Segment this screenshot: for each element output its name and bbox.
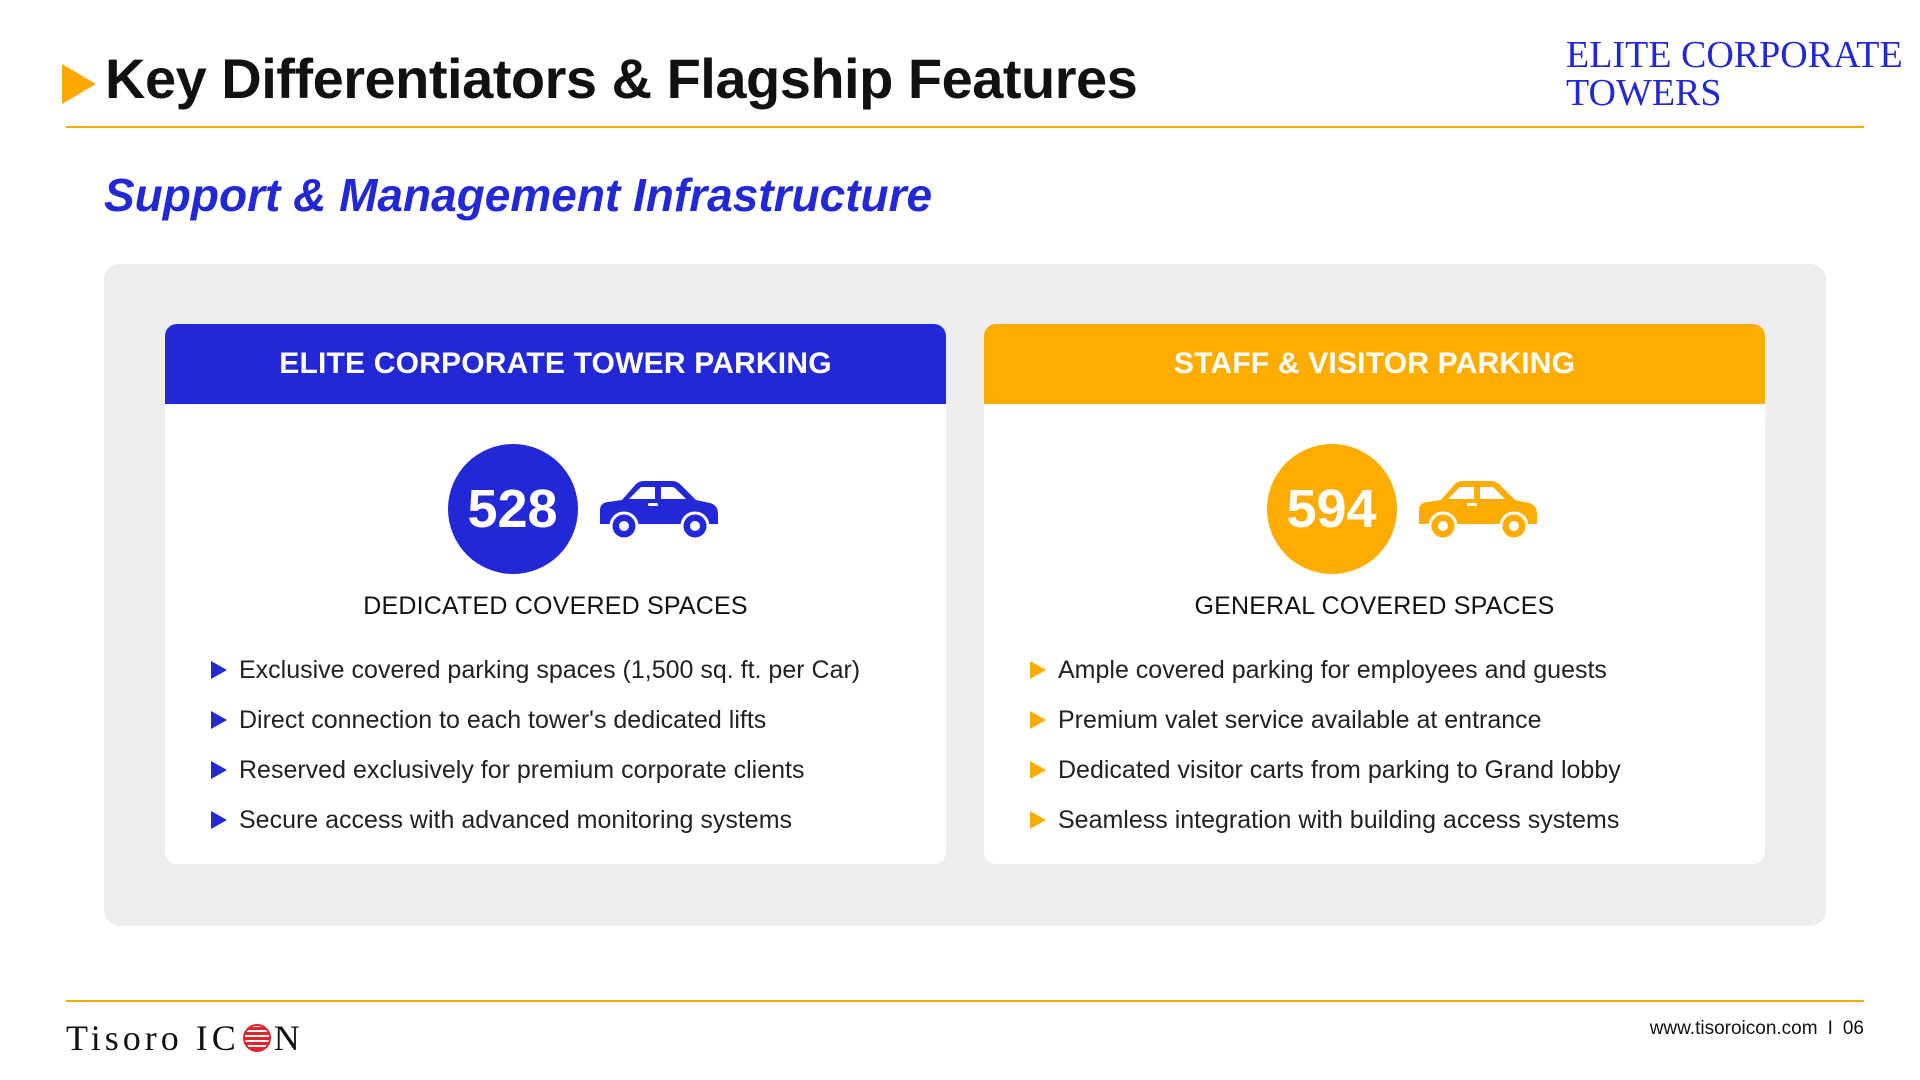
footer-logo: Tisoro IC N xyxy=(66,1016,304,1060)
triangle-bullet-icon xyxy=(1030,661,1046,679)
footer-divider xyxy=(66,1000,1864,1002)
list-item: Dedicated visitor carts from parking to … xyxy=(1030,745,1765,795)
triangle-bullet-icon xyxy=(1030,761,1046,779)
page-title: Key Differentiators & Flagship Features xyxy=(105,47,1138,110)
car-icon xyxy=(599,481,718,541)
parking-card-elite: ELITE CORPORATE TOWER PARKING 528 DEDICA… xyxy=(165,324,946,864)
list-item: Secure access with advanced monitoring s… xyxy=(211,795,946,845)
stat-label: DEDICATED COVERED SPACES xyxy=(363,592,748,620)
title-arrow-icon xyxy=(62,64,96,104)
feature-list: Exclusive covered parking spaces (1,500 … xyxy=(165,645,946,845)
logo-text-end: N xyxy=(273,1018,304,1058)
list-item: Ample covered parking for employees and … xyxy=(1030,645,1765,695)
card-heading: STAFF & VISITOR PARKING xyxy=(984,324,1765,404)
footer-separator: I xyxy=(1827,1018,1833,1039)
feature-text: Premium valet service available at entra… xyxy=(1058,705,1542,734)
triangle-bullet-icon xyxy=(211,661,227,679)
list-item: Direct connection to each tower's dedica… xyxy=(211,695,946,745)
triangle-bullet-icon xyxy=(211,761,227,779)
stat-row: 528 xyxy=(165,444,946,574)
triangle-bullet-icon xyxy=(211,811,227,829)
stat-row: 594 xyxy=(984,444,1765,574)
triangle-bullet-icon xyxy=(1030,811,1046,829)
brand-line-1: ELITE CORPORATE xyxy=(1566,34,1903,76)
feature-text: Secure access with advanced monitoring s… xyxy=(239,805,793,834)
car-icon xyxy=(1418,481,1537,541)
logo-globe-icon xyxy=(242,1024,271,1052)
feature-text: Seamless integration with building acces… xyxy=(1058,805,1620,834)
feature-list: Ample covered parking for employees and … xyxy=(984,645,1765,845)
feature-text: Exclusive covered parking spaces (1,500 … xyxy=(239,655,861,684)
triangle-bullet-icon xyxy=(211,711,227,729)
website-link[interactable]: www.tisoroicon.com xyxy=(1649,1018,1818,1039)
parking-card-staff-visitor: STAFF & VISITOR PARKING 594 GENERAL COVE… xyxy=(984,324,1765,864)
stat-label: GENERAL COVERED SPACES xyxy=(1194,592,1555,620)
count-badge: 528 xyxy=(447,444,578,574)
feature-text: Reserved exclusively for premium corpora… xyxy=(239,755,805,784)
feature-text: Direct connection to each tower's dedica… xyxy=(239,705,767,734)
list-item: Exclusive covered parking spaces (1,500 … xyxy=(211,645,946,695)
logo-text: Tisoro IC xyxy=(66,1018,240,1058)
list-item: Premium valet service available at entra… xyxy=(1030,695,1765,745)
footer-meta: www.tisoroicon.com I 06 xyxy=(1650,1018,1864,1040)
page-number: 06 xyxy=(1842,1018,1864,1039)
feature-text: Ample covered parking for employees and … xyxy=(1058,655,1607,684)
brand-line-2: TOWERS xyxy=(1566,72,1722,114)
list-item: Reserved exclusively for premium corpora… xyxy=(211,745,946,795)
brand-logo: ELITE CORPORATE TOWERS xyxy=(1566,34,1903,114)
list-item: Seamless integration with building acces… xyxy=(1030,795,1765,845)
count-badge: 594 xyxy=(1266,444,1397,574)
section-subtitle: Support & Management Infrastructure xyxy=(104,169,933,221)
header-divider xyxy=(66,126,1864,128)
content-panel: ELITE CORPORATE TOWER PARKING 528 DEDICA… xyxy=(104,264,1826,926)
triangle-bullet-icon xyxy=(1030,711,1046,729)
feature-text: Dedicated visitor carts from parking to … xyxy=(1058,755,1621,784)
card-heading: ELITE CORPORATE TOWER PARKING xyxy=(165,324,946,404)
